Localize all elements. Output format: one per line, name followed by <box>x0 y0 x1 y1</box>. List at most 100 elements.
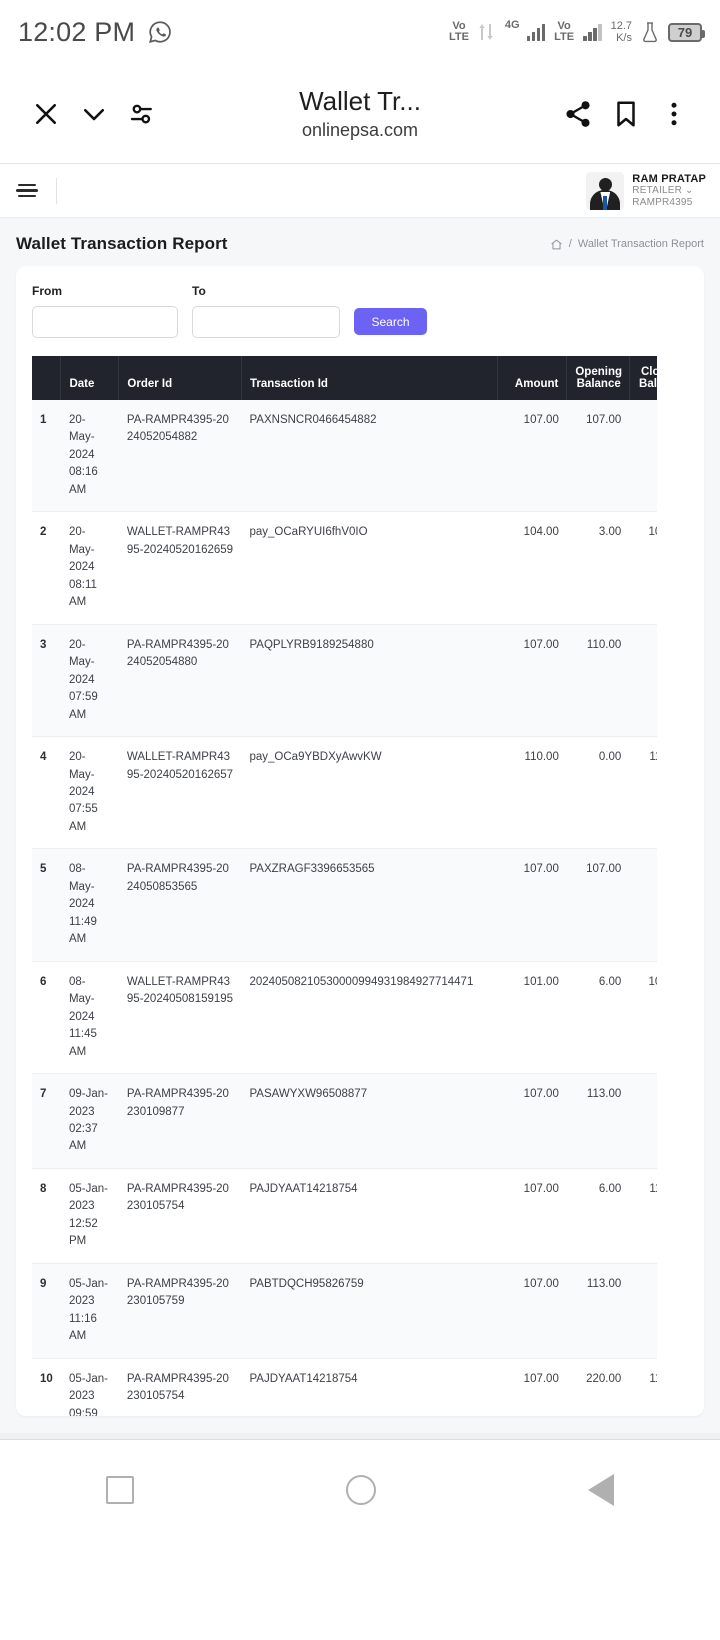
data-speed-indicator: 12.7 K/s <box>610 20 632 44</box>
status-bar-clock: 12:02 PM <box>18 16 136 47</box>
breadcrumb: / Wallet Transaction Report <box>550 238 704 251</box>
page-content: Wallet Transaction Report / Wallet Trans… <box>0 218 720 1433</box>
cell-date: 05-Jan-2023 09:59 AM <box>60 1358 119 1416</box>
cell-order-id: PA-RAMPR4395-20230105754 <box>118 1168 242 1264</box>
bookmark-icon[interactable] <box>602 90 650 138</box>
to-date-group: To <box>192 284 340 338</box>
cell-amount: 107.00 <box>497 624 567 738</box>
cell-transaction-id: pay_OCa9YBDXyAwvKW <box>241 736 498 850</box>
from-date-input[interactable] <box>32 306 178 338</box>
hamburger-menu-icon[interactable] <box>14 183 40 198</box>
user-id: RAMPR4395 <box>632 196 693 208</box>
cell-index: 10 <box>32 1358 61 1416</box>
cell-transaction-id: PAXNSNCR0466454882 <box>241 400 498 513</box>
cell-order-id: WALLET-RAMPR4395-20240520162657 <box>118 736 242 850</box>
from-label: From <box>32 284 62 298</box>
cell-closing-balance: 107.00 <box>629 511 657 625</box>
cell-index: 1 <box>32 400 61 513</box>
transactions-table-scroll[interactable]: Date Order Id Transaction Id Amount Open… <box>32 356 657 1416</box>
cell-transaction-id: PAJDYAAT14218754 <box>241 1168 498 1264</box>
share-icon[interactable] <box>554 90 602 138</box>
cell-amount: 110.00 <box>497 736 567 850</box>
cell-index: 5 <box>32 848 61 962</box>
cell-order-id: PA-RAMPR4395-2024050853565 <box>118 848 242 962</box>
cell-opening-balance: 3.00 <box>566 511 630 625</box>
home-icon[interactable] <box>550 238 563 251</box>
user-profile-block[interactable]: RAM PRATAP RETAILER ⌄ RAMPR4395 <box>586 171 706 210</box>
search-button[interactable]: Search <box>354 308 427 335</box>
user-info: RAM PRATAP RETAILER ⌄ RAMPR4395 <box>632 173 706 208</box>
cell-opening-balance: 113.00 <box>566 1263 630 1359</box>
table-row: 3 20-May-2024 07:59 AM PA-RAMPR4395-202405… <box>32 624 657 738</box>
page-header: Wallet Transaction Report / Wallet Trans… <box>0 218 720 266</box>
cell-opening-balance: 107.00 <box>566 848 630 962</box>
cell-closing-balance: 110.00 <box>629 736 657 850</box>
cell-amount: 107.00 <box>497 1358 567 1416</box>
recents-square-icon[interactable] <box>106 1475 134 1504</box>
cell-date: 08-May-2024 11:45 AM <box>60 961 119 1075</box>
cell-date: 20-May-2024 07:59 AM <box>60 624 119 738</box>
table-row: 8 05-Jan-2023 12:52 PM PA-RAMPR4395-202301… <box>32 1168 657 1264</box>
cell-order-id: PA-RAMPR4395-20230109877 <box>118 1073 242 1169</box>
cell-order-id: PA-RAMPR4395-20230105759 <box>118 1263 242 1359</box>
site-settings-icon[interactable] <box>118 90 166 138</box>
cell-order-id: PA-RAMPR4395-2024052054882 <box>118 400 242 513</box>
breadcrumb-separator: / <box>568 238 572 250</box>
table-row: 5 08-May-2024 11:49 AM PA-RAMPR4395-202405… <box>32 848 657 962</box>
chevron-down-icon[interactable]: ⌄ <box>685 185 694 197</box>
tab-title: Wallet Tr... <box>299 85 421 116</box>
col-date[interactable]: Date <box>60 356 120 400</box>
col-closing-balance[interactable]: Closing Balance <box>629 356 657 400</box>
cell-amount: 107.00 <box>497 400 567 513</box>
col-transaction-id[interactable]: Transaction Id <box>241 356 499 400</box>
user-role: RETAILER ⌄ <box>632 185 694 197</box>
col-index[interactable] <box>32 356 62 400</box>
transactions-table: Date Order Id Transaction Id Amount Open… <box>32 356 657 1416</box>
cell-date: 08-May-2024 11:49 AM <box>60 848 119 962</box>
whatsapp-icon <box>147 19 173 45</box>
to-date-input[interactable] <box>192 306 340 338</box>
volte-sim2-icon: Vo LTE <box>554 20 575 43</box>
table-row: 6 08-May-2024 11:45 AM WALLET-RAMPR4395-20… <box>32 961 657 1075</box>
home-circle-icon[interactable] <box>346 1474 376 1505</box>
cell-transaction-id: 20240508210530000994931984927714471 <box>241 961 498 1075</box>
cell-closing-balance: 6.00 <box>629 1263 657 1359</box>
cell-amount: 101.00 <box>497 961 567 1075</box>
cell-closing-balance: 107.00 <box>629 961 657 1075</box>
more-options-icon[interactable] <box>650 90 698 138</box>
cell-index: 2 <box>32 511 61 625</box>
cell-date: 05-Jan-2023 11:16 AM <box>60 1263 119 1359</box>
data-transfer-arrows-icon <box>478 22 494 42</box>
table-row: 9 05-Jan-2023 11:16 AM PA-RAMPR4395-202301… <box>32 1263 657 1359</box>
avatar <box>586 171 625 210</box>
cell-date: 20-May-2024 07:55 AM <box>60 736 119 850</box>
cell-closing-balance: 0.00 <box>629 400 657 513</box>
cell-order-id: WALLET-RAMPR4395-20240520162659 <box>118 511 242 625</box>
cell-opening-balance: 110.00 <box>566 624 630 738</box>
cell-opening-balance: 0.00 <box>566 736 630 850</box>
cell-transaction-id: PABTDQCH95826759 <box>241 1263 498 1359</box>
back-triangle-icon[interactable] <box>588 1473 614 1506</box>
cell-opening-balance: 6.00 <box>566 961 630 1075</box>
cell-date: 05-Jan-2023 12:52 PM <box>60 1168 119 1264</box>
cell-order-id: PA-RAMPR4395-2024052054880 <box>118 624 242 738</box>
cell-order-id: WALLET-RAMPR4395-20240508159195 <box>118 961 242 1075</box>
cell-closing-balance: 3.00 <box>629 624 657 738</box>
cell-date: 20-May-2024 08:16 AM <box>60 400 119 513</box>
close-icon[interactable] <box>22 90 70 138</box>
table-body: 1 20-May-2024 08:16 AM PA-RAMPR4395-202405… <box>32 400 657 1416</box>
col-opening-balance[interactable]: Opening Balance <box>566 356 630 400</box>
signal-bars-sim1-icon <box>526 23 546 41</box>
table-header-row: Date Order Id Transaction Id Amount Open… <box>32 356 657 400</box>
cell-amount: 107.00 <box>497 1073 567 1169</box>
filter-bar: From To Search <box>32 284 688 338</box>
col-order-id[interactable]: Order Id <box>118 356 242 400</box>
cell-opening-balance: 6.00 <box>566 1168 630 1264</box>
cell-closing-balance: 113.00 <box>629 1358 657 1416</box>
col-amount[interactable]: Amount <box>497 356 568 400</box>
page-title-block[interactable]: Wallet Tr... onlinepsa.com <box>166 86 554 142</box>
signal-bars-sim2-icon <box>583 23 602 41</box>
chevron-down-icon[interactable] <box>70 90 118 138</box>
tab-domain: onlinepsa.com <box>301 119 419 140</box>
report-card: From To Search Date Order Id Transaction… <box>16 266 704 1416</box>
